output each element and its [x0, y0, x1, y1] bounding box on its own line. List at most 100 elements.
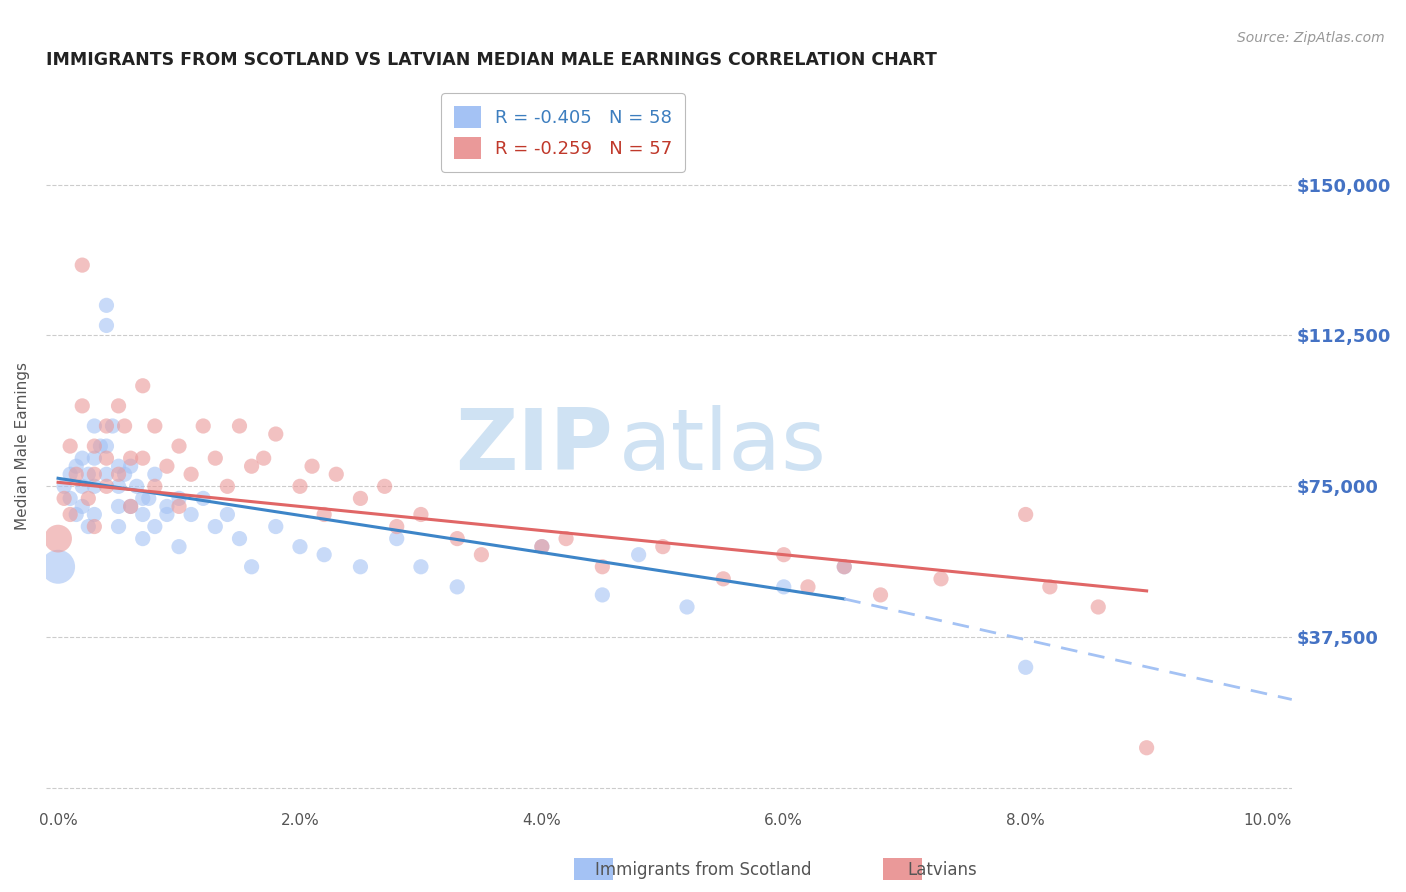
Point [107, 399, 129, 413]
Point [711, 572, 734, 586]
Point [385, 519, 408, 533]
Point [96, 451, 118, 466]
Point [132, 451, 155, 466]
Text: ZIP: ZIP [456, 405, 613, 488]
Point [314, 548, 336, 562]
Point [83, 439, 105, 453]
Point [446, 580, 468, 594]
Point [1014, 508, 1036, 522]
Y-axis label: Median Male Earnings: Median Male Earnings [15, 362, 30, 530]
Text: Immigrants from Scotland: Immigrants from Scotland [595, 861, 811, 879]
Point [120, 459, 142, 474]
Point [385, 532, 408, 546]
Point [832, 559, 855, 574]
Legend: R = -0.405   N = 58, R = -0.259   N = 57: R = -0.405 N = 58, R = -0.259 N = 57 [441, 93, 685, 171]
Point [156, 459, 179, 474]
Point [83, 519, 105, 533]
Point [114, 467, 136, 482]
Point [167, 540, 190, 554]
Point [832, 559, 855, 574]
Point [240, 459, 263, 474]
Point [72, 399, 94, 413]
Point [120, 451, 142, 466]
Point [83, 479, 105, 493]
Text: Latvians: Latvians [907, 861, 977, 879]
Point [96, 479, 118, 493]
Point [96, 298, 118, 312]
Point [1087, 599, 1109, 614]
Point [314, 508, 336, 522]
Point [555, 532, 578, 546]
Point [1039, 580, 1062, 594]
Point [89, 439, 111, 453]
Point [96, 467, 118, 482]
Point [59, 439, 82, 453]
Point [627, 548, 650, 562]
Point [156, 500, 179, 514]
Point [301, 459, 323, 474]
FancyBboxPatch shape [574, 858, 613, 880]
Point [193, 419, 215, 434]
Point [77, 491, 100, 506]
Point [59, 467, 82, 482]
Point [349, 559, 371, 574]
Point [530, 540, 553, 554]
Point [132, 491, 155, 506]
Point [253, 451, 276, 466]
Point [46, 559, 69, 574]
Point [132, 508, 155, 522]
Point [77, 467, 100, 482]
Point [77, 519, 100, 533]
Point [167, 500, 190, 514]
Point [264, 427, 287, 442]
Point [217, 479, 239, 493]
Point [240, 559, 263, 574]
Point [72, 500, 94, 514]
Point [72, 479, 94, 493]
Point [167, 439, 190, 453]
Point [288, 479, 311, 493]
Point [869, 588, 891, 602]
Point [107, 479, 129, 493]
Point [591, 559, 613, 574]
Point [83, 419, 105, 434]
Point [228, 532, 250, 546]
Point [101, 419, 124, 434]
Point [349, 491, 371, 506]
Point [83, 467, 105, 482]
Point [120, 500, 142, 514]
Point [1136, 740, 1159, 755]
Point [107, 467, 129, 482]
Point [797, 580, 820, 594]
Point [53, 491, 76, 506]
Point [143, 419, 166, 434]
Point [83, 451, 105, 466]
Point [676, 599, 699, 614]
Text: atlas: atlas [619, 405, 827, 488]
Point [446, 532, 468, 546]
Point [591, 588, 613, 602]
Point [409, 559, 432, 574]
Point [143, 467, 166, 482]
Point [772, 580, 794, 594]
Point [409, 508, 432, 522]
Point [125, 479, 148, 493]
Point [228, 419, 250, 434]
Point [374, 479, 396, 493]
Point [288, 540, 311, 554]
Point [204, 451, 226, 466]
Text: IMMIGRANTS FROM SCOTLAND VS LATVIAN MEDIAN MALE EARNINGS CORRELATION CHART: IMMIGRANTS FROM SCOTLAND VS LATVIAN MEDI… [46, 51, 936, 69]
Point [72, 258, 94, 272]
Point [651, 540, 673, 554]
Point [180, 467, 202, 482]
Point [72, 451, 94, 466]
Point [143, 479, 166, 493]
Point [138, 491, 160, 506]
Point [1014, 660, 1036, 674]
Point [53, 479, 76, 493]
Text: Source: ZipAtlas.com: Source: ZipAtlas.com [1237, 31, 1385, 45]
Point [167, 491, 190, 506]
Point [470, 548, 492, 562]
Point [65, 467, 87, 482]
Point [65, 508, 87, 522]
